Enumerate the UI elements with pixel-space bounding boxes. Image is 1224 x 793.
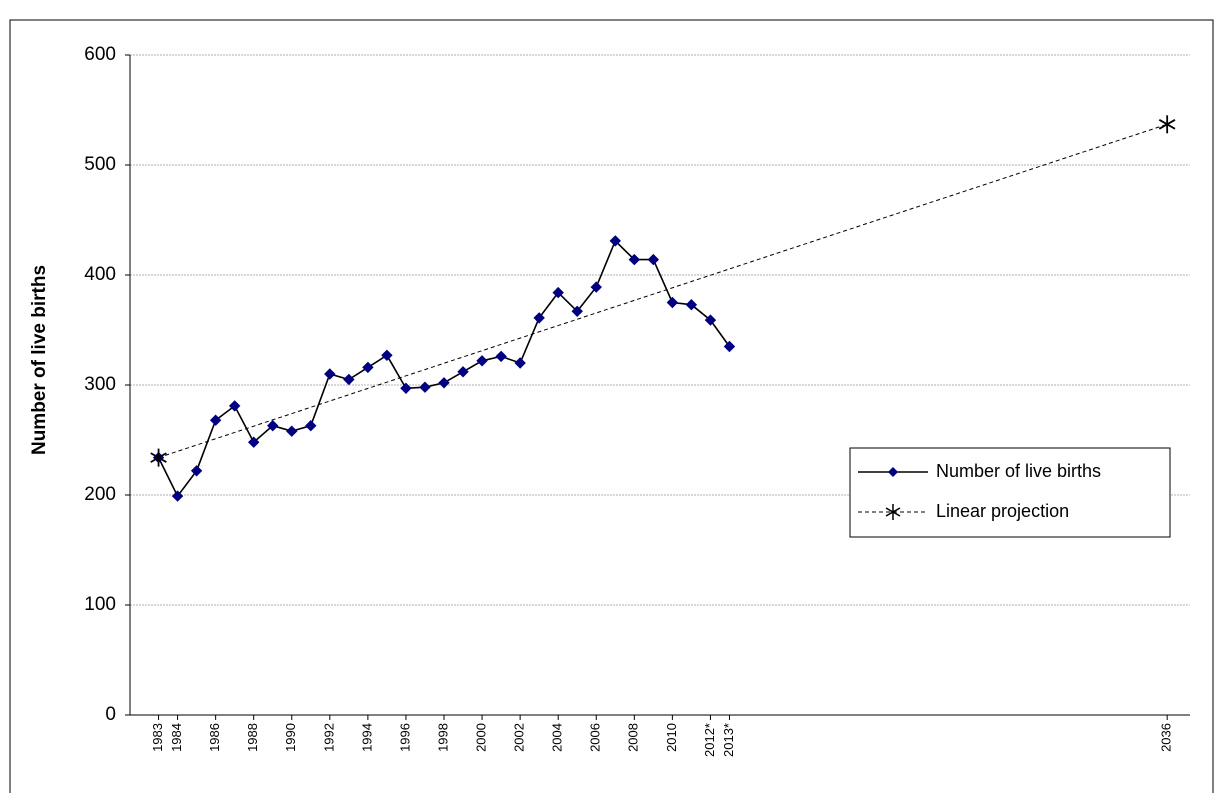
y-axis-label: Number of live births xyxy=(29,265,50,455)
data-point xyxy=(286,425,298,437)
series-line xyxy=(158,123,1168,459)
data-point xyxy=(647,253,660,266)
data-point xyxy=(171,490,184,502)
data-point xyxy=(628,253,641,266)
data-point xyxy=(150,448,167,467)
x-tick-label: 1998 xyxy=(435,723,450,752)
data-point xyxy=(533,312,545,324)
data-point xyxy=(476,355,488,367)
data-point xyxy=(704,314,717,326)
x-tick-label: 2036 xyxy=(1159,723,1174,752)
y-tick-label: 400 xyxy=(84,264,116,285)
x-tick-label: 1996 xyxy=(397,723,412,752)
data-point xyxy=(267,419,279,432)
y-tick-label: 300 xyxy=(84,374,116,395)
x-tick-label: 1986 xyxy=(207,723,222,752)
x-tick-label: 2000 xyxy=(474,723,489,752)
marker-stroke xyxy=(150,452,167,463)
x-tick-label: 1983 xyxy=(150,723,165,752)
data-point xyxy=(590,281,602,293)
series-line xyxy=(157,239,731,498)
x-tick-label: 1988 xyxy=(245,723,260,752)
data-point xyxy=(305,419,317,432)
data-point xyxy=(1158,115,1176,134)
x-tick-label: 2013* xyxy=(721,723,736,757)
x-tick-label: 1990 xyxy=(283,723,298,752)
data-point xyxy=(190,465,203,477)
x-tick-label: 2006 xyxy=(588,723,603,752)
data-point xyxy=(571,305,583,318)
data-point xyxy=(666,296,679,309)
x-tick-label: 2012* xyxy=(702,723,717,757)
legend-label: Linear projection xyxy=(936,501,1069,521)
data-point xyxy=(438,377,450,389)
data-point xyxy=(495,350,507,363)
y-tick-label: 200 xyxy=(84,484,116,505)
legend-box xyxy=(849,447,1171,538)
x-tick-label: 1994 xyxy=(359,723,374,752)
data-point xyxy=(343,373,355,386)
data-point xyxy=(362,361,374,374)
marker-stroke xyxy=(1158,119,1176,130)
data-point xyxy=(685,298,698,311)
legend-marker xyxy=(885,504,901,520)
x-tick-label: 2004 xyxy=(550,723,565,752)
data-point xyxy=(609,235,621,247)
data-point xyxy=(247,436,260,448)
legend-marker-shape xyxy=(885,507,901,517)
data-point xyxy=(209,414,222,426)
y-tick-label: 600 xyxy=(84,44,116,65)
data-point xyxy=(457,366,469,378)
x-tick-label: 2008 xyxy=(626,723,641,752)
legend-marker-shape xyxy=(888,467,898,477)
x-tick-label: 2010 xyxy=(664,723,679,752)
y-tick-label: 0 xyxy=(105,704,116,725)
data-point xyxy=(324,368,336,380)
legend-label: Number of live births xyxy=(936,461,1101,481)
chart-border xyxy=(9,19,1214,793)
data-point xyxy=(514,357,526,369)
y-tick-label: 500 xyxy=(84,154,116,175)
legend-marker xyxy=(888,467,898,477)
x-tick-label: 1984 xyxy=(169,723,184,752)
data-point xyxy=(723,340,736,353)
data-point xyxy=(419,381,431,393)
x-tick-label: 1992 xyxy=(321,723,336,752)
data-point xyxy=(228,400,241,412)
x-tick-label: 2002 xyxy=(512,723,527,752)
y-tick-label: 100 xyxy=(84,594,116,615)
data-point xyxy=(400,382,412,395)
data-point xyxy=(552,286,564,299)
data-point xyxy=(381,349,393,362)
